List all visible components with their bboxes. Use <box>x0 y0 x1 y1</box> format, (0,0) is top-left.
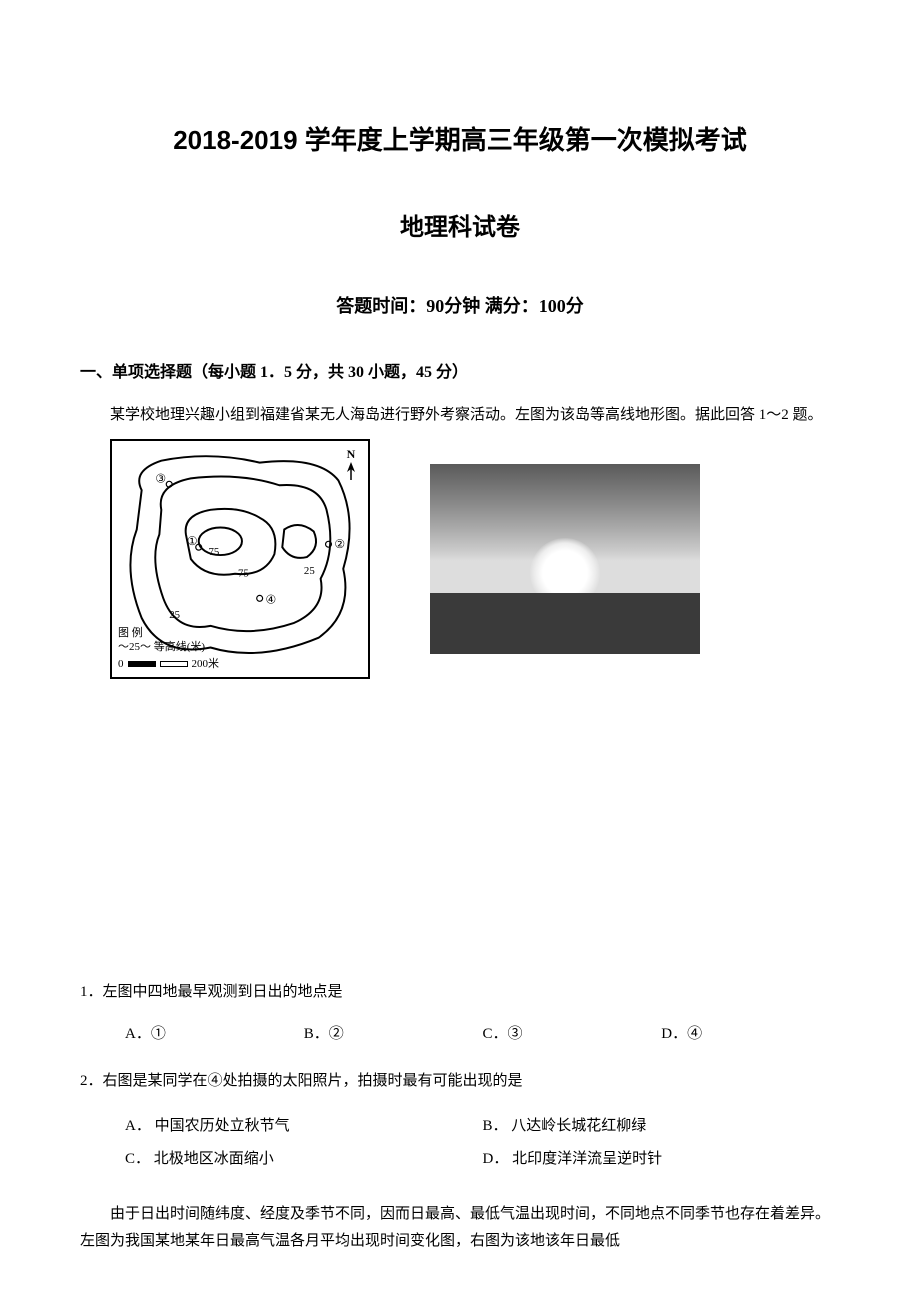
figures-row: N 75 75 25 25 ① ② ③ ④ 图 例 ～25～ 等高线(米) <box>110 439 840 679</box>
map-legend: 图 例 ～25～ 等高线(米) 0 200米 <box>118 626 219 671</box>
q1-opt-c: C．③ <box>483 1021 662 1048</box>
scale-seg-2 <box>160 661 188 667</box>
context-q1-2: 某学校地理兴趣小组到福建省某无人海岛进行野外考察活动。左图为该岛等高线地形图。据… <box>80 402 840 429</box>
q1-opt-a: A．① <box>125 1021 304 1048</box>
contour-label-75b: 75 <box>209 546 220 558</box>
sea <box>430 593 700 654</box>
north-label: N <box>347 447 356 461</box>
point-3: ③ <box>155 471 166 485</box>
q2-opt-b: B． 八达岭长城花红柳绿 <box>483 1110 841 1143</box>
section-header: 一、单项选择题（每小题 1．5 分，共 30 小题，45 分） <box>80 358 840 382</box>
q2-opt-a: A． 中国农历处立秋节气 <box>125 1110 483 1143</box>
contour-label-25b: 25 <box>304 565 315 577</box>
q2-opt-d: D． 北印度洋洋流呈逆时针 <box>483 1143 841 1176</box>
exam-info: 答题时间：90分钟 满分：100分 <box>80 292 840 318</box>
q2-opt-c: C． 北极地区冰面缩小 <box>125 1143 483 1176</box>
title-sub: 地理科试卷 <box>80 207 840 242</box>
spacer <box>80 699 840 959</box>
q1-opt-d: D．④ <box>661 1021 840 1048</box>
point-4: ④ <box>266 592 277 606</box>
q1-options: A．① B．② C．③ D．④ <box>80 1021 840 1048</box>
context-q3: 由于日出时间随纬度、经度及季节不同，因而日最高、最低气温出现时间，不同地点不同季… <box>80 1201 840 1255</box>
title-main: 2018-2019 学年度上学期高三年级第一次模拟考试 <box>80 120 840 157</box>
scale-end: 200米 <box>192 657 220 671</box>
q2-options: A． 中国农历处立秋节气 B． 八达岭长城花红柳绿 C． 北极地区冰面缩小 D．… <box>80 1110 840 1176</box>
scale-start: 0 <box>118 657 124 671</box>
q2-text: 2．右图是某同学在④处拍摄的太阳照片，拍摄时最有可能出现的是 <box>80 1068 840 1095</box>
q1-text: 1．左图中四地最早观测到日出的地点是 <box>80 979 840 1006</box>
legend-line: ～25～ 等高线(米) <box>118 640 219 654</box>
scale-seg-1 <box>128 661 156 667</box>
contour-label-25a: 25 <box>169 609 180 621</box>
contour-map: N 75 75 25 25 ① ② ③ ④ 图 例 ～25～ 等高线(米) <box>110 439 370 679</box>
q1-opt-b: B．② <box>304 1021 483 1048</box>
legend-title: 图 例 <box>118 626 219 640</box>
north-arrow: N <box>346 447 356 484</box>
scale-bar: 0 200米 <box>118 657 219 671</box>
sunrise-photo <box>430 464 700 654</box>
contour-label-75a: 75 <box>238 568 249 580</box>
point-1: ① <box>187 534 198 548</box>
point-2: ② <box>334 537 345 551</box>
